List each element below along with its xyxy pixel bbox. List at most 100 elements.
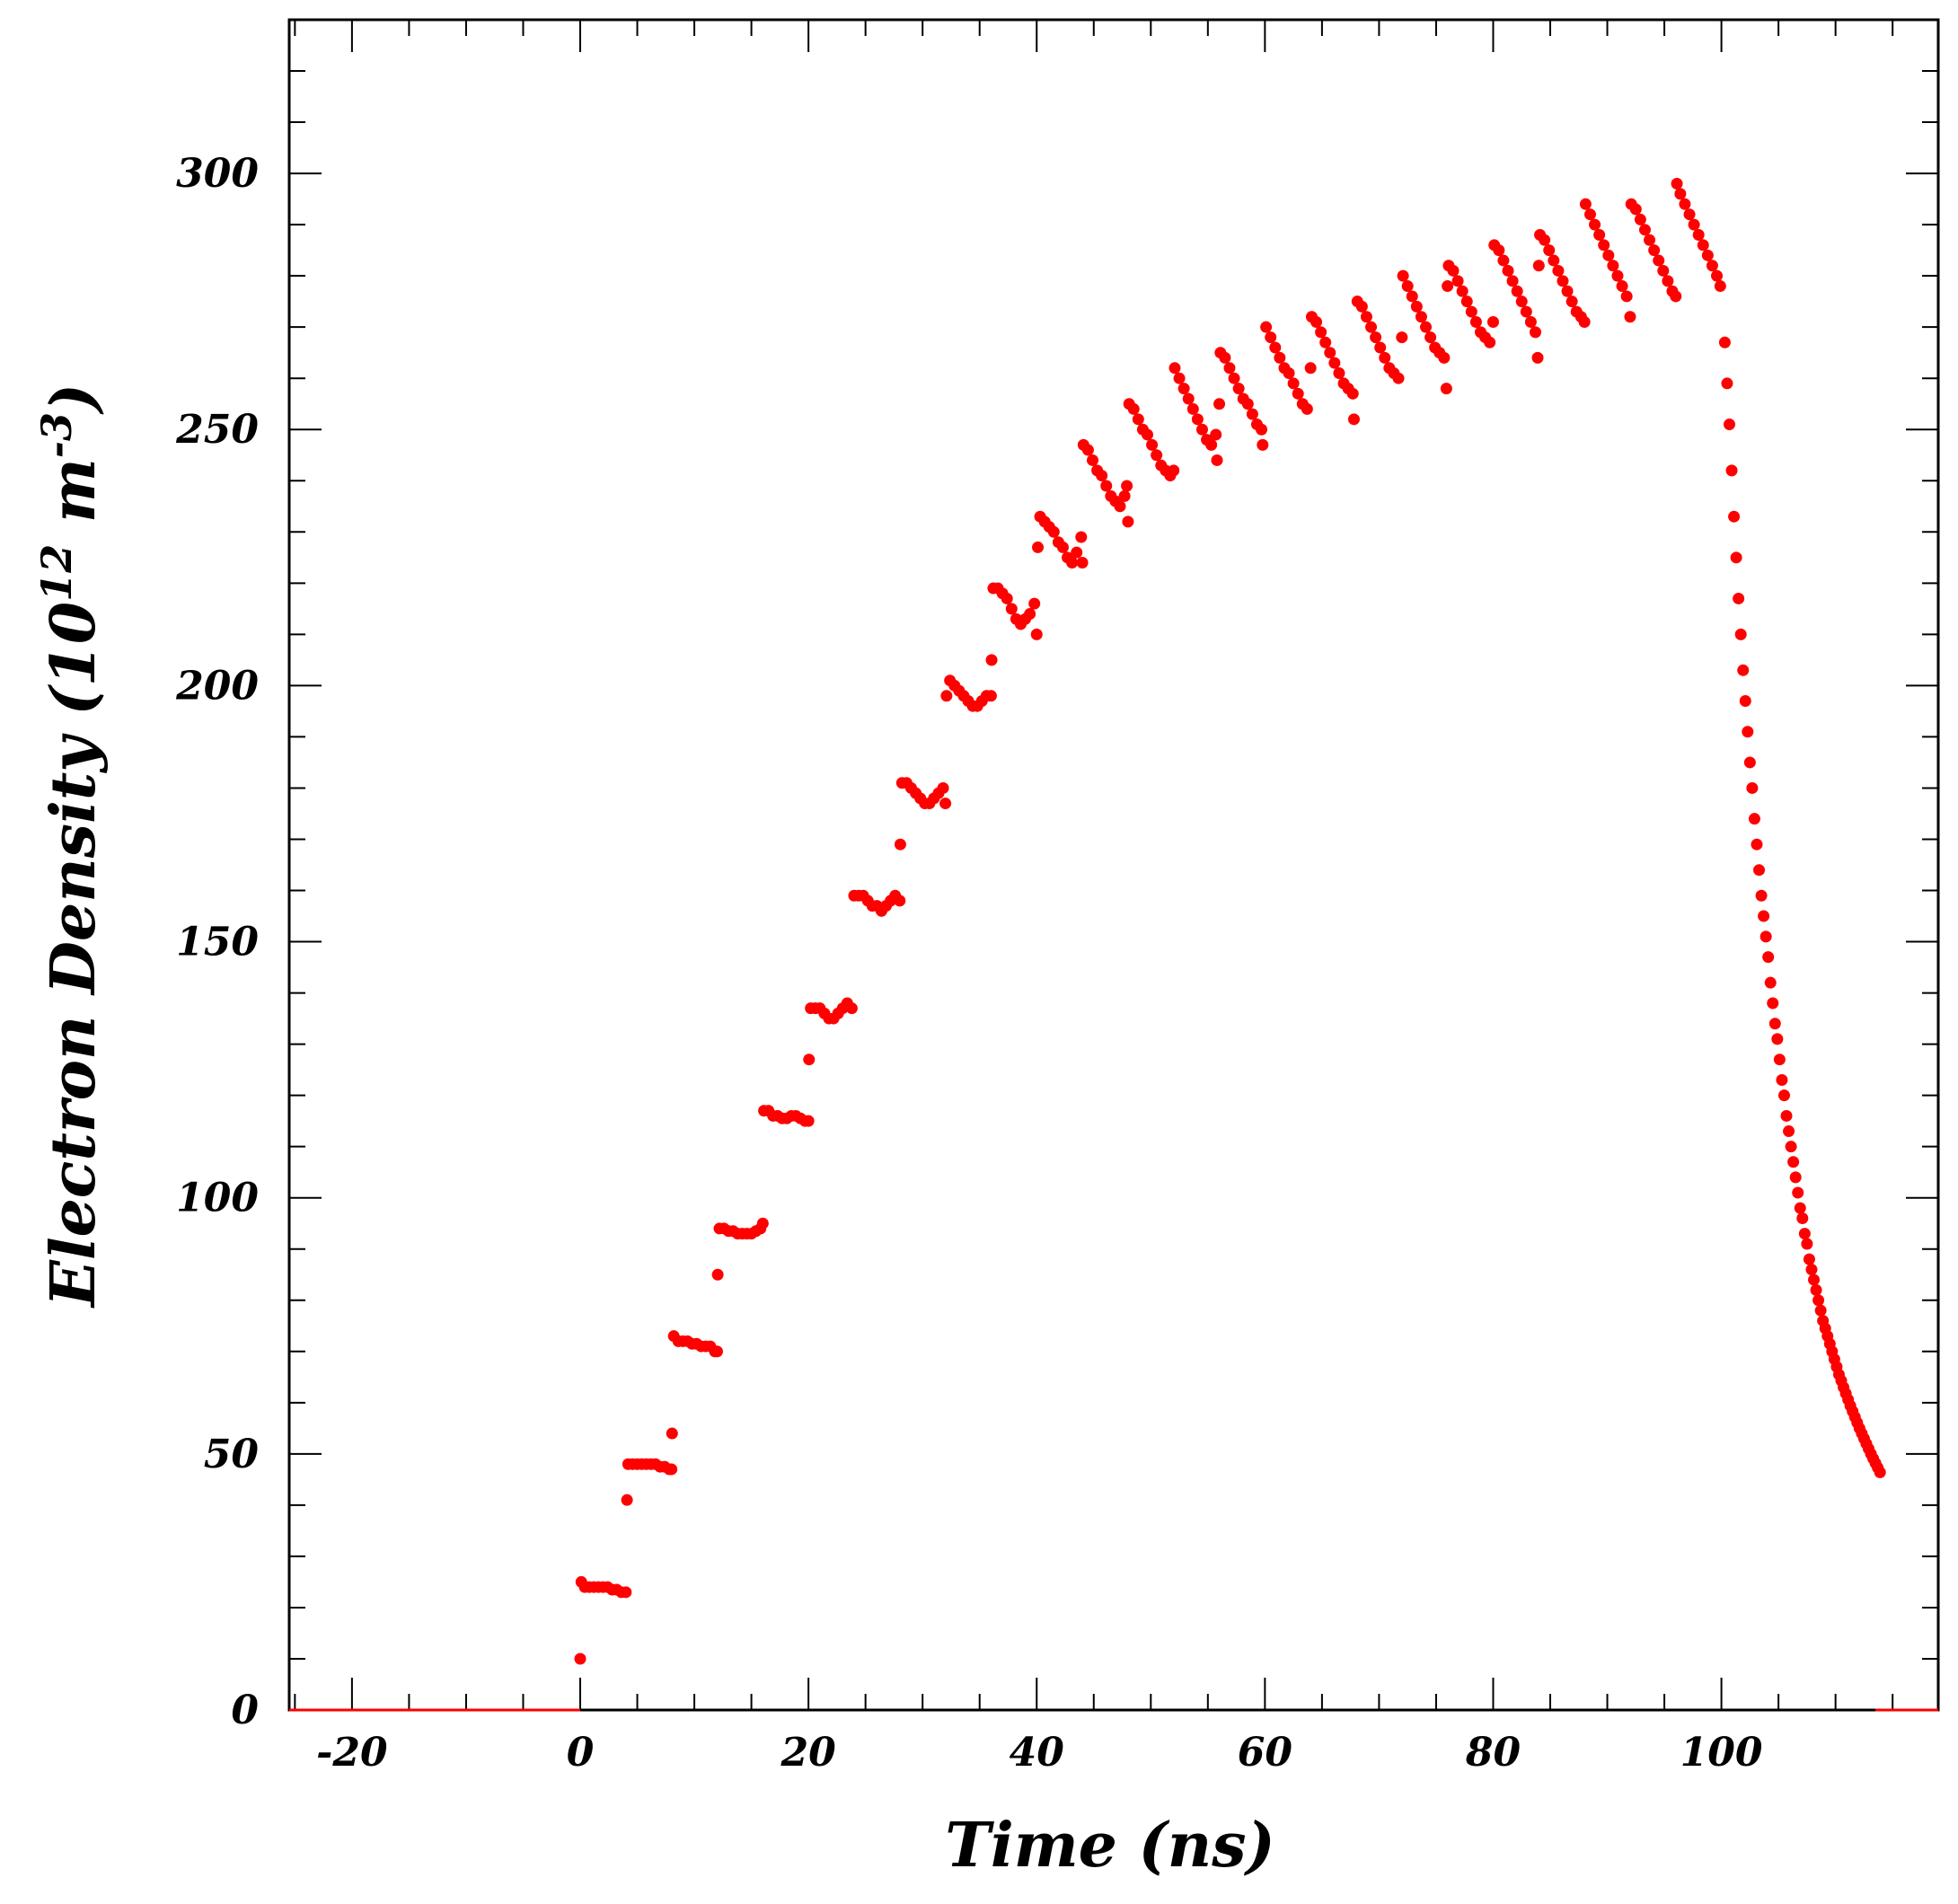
data-point xyxy=(1100,480,1113,492)
data-point xyxy=(1730,551,1742,564)
data-point xyxy=(1524,315,1537,328)
data-point xyxy=(1629,203,1642,216)
data-point xyxy=(1379,351,1391,364)
data-point xyxy=(1438,351,1451,364)
data-point xyxy=(1374,341,1387,354)
data-point xyxy=(1195,423,1208,436)
data-point xyxy=(1532,260,1545,272)
data-point xyxy=(1674,188,1687,200)
data-point xyxy=(1168,464,1180,477)
y-axis-title-main: Electron Density (10 xyxy=(38,602,110,1309)
y-tick-label: 0 xyxy=(231,1688,259,1733)
y-tick-label: 100 xyxy=(176,1176,259,1221)
x-tick-label: 80 xyxy=(1465,1730,1521,1776)
data-point xyxy=(1260,321,1273,333)
data-point xyxy=(1324,347,1336,359)
y-tick-label: 150 xyxy=(176,920,259,965)
data-point xyxy=(1347,413,1360,426)
data-point xyxy=(1075,531,1088,543)
data-point xyxy=(1734,628,1747,640)
data-point xyxy=(1611,269,1624,282)
data-point xyxy=(1561,285,1574,297)
data-point xyxy=(1566,295,1578,308)
data-point xyxy=(1803,1253,1815,1265)
data-point xyxy=(1692,229,1705,242)
data-point xyxy=(1776,1074,1788,1087)
data-point xyxy=(1465,305,1477,318)
data-point xyxy=(1210,428,1222,441)
data-point xyxy=(1211,454,1223,466)
data-point xyxy=(1146,438,1159,451)
data-point xyxy=(1764,976,1777,989)
data-point xyxy=(894,895,906,907)
data-point xyxy=(985,654,998,666)
data-point xyxy=(1548,254,1560,267)
data-point xyxy=(1607,260,1619,272)
data-point xyxy=(803,1053,816,1066)
data-point xyxy=(1714,280,1726,293)
data-point xyxy=(1602,249,1615,261)
data-point xyxy=(1753,864,1766,877)
data-point xyxy=(937,781,949,794)
data-point xyxy=(1118,489,1131,502)
data-point xyxy=(1798,1228,1811,1240)
data-point xyxy=(1777,1089,1790,1102)
data-point xyxy=(1767,997,1779,1009)
data-point xyxy=(1688,218,1700,231)
data-point xyxy=(1543,244,1556,257)
data-point xyxy=(1283,367,1295,380)
data-point xyxy=(1287,377,1300,390)
data-point xyxy=(1177,383,1190,395)
data-point xyxy=(1624,311,1636,323)
data-point xyxy=(1241,398,1254,410)
data-point xyxy=(1186,402,1199,415)
data-point xyxy=(1657,264,1670,277)
data-point xyxy=(1141,428,1153,441)
data-point xyxy=(1269,341,1282,354)
data-point xyxy=(1315,326,1327,339)
y-axis-title-mid: m xyxy=(38,458,110,544)
data-point xyxy=(1484,336,1496,348)
data-point xyxy=(1743,756,1756,769)
data-point xyxy=(1785,1141,1797,1153)
data-point xyxy=(1497,254,1510,267)
data-point xyxy=(1506,275,1519,287)
data-point xyxy=(1792,1186,1804,1199)
data-point xyxy=(1721,377,1733,390)
data-point xyxy=(1228,372,1240,384)
data-point xyxy=(1360,311,1372,323)
data-point xyxy=(1127,402,1140,415)
data-point xyxy=(1257,438,1269,451)
data-point xyxy=(1205,438,1218,451)
data-point xyxy=(1529,326,1541,339)
data-point xyxy=(1406,290,1418,303)
data-points xyxy=(574,177,1886,1665)
data-point xyxy=(1114,500,1126,513)
data-point xyxy=(1808,1274,1821,1286)
data-point xyxy=(1874,1466,1886,1478)
data-point xyxy=(1493,244,1505,257)
data-point xyxy=(1728,510,1741,523)
axis-ticks xyxy=(289,19,1938,1711)
data-point xyxy=(666,1427,678,1440)
data-point xyxy=(574,1653,587,1665)
y-axis-title-sup1: 12 xyxy=(32,544,81,602)
data-point xyxy=(1213,398,1226,410)
data-point xyxy=(1122,516,1134,528)
data-point xyxy=(1447,264,1460,277)
data-point xyxy=(1274,351,1286,364)
data-point xyxy=(1771,1033,1784,1045)
data-point xyxy=(1787,1156,1800,1168)
data-point xyxy=(756,1217,769,1230)
data-point xyxy=(1755,889,1768,902)
data-point xyxy=(1502,264,1514,277)
data-point xyxy=(1616,280,1628,293)
data-point xyxy=(1246,408,1258,420)
data-point xyxy=(1539,234,1551,246)
data-point xyxy=(1679,198,1691,210)
data-point xyxy=(1030,628,1043,640)
data-point xyxy=(1620,290,1633,303)
data-point xyxy=(1132,413,1144,426)
x-tick-label: 60 xyxy=(1238,1730,1293,1776)
